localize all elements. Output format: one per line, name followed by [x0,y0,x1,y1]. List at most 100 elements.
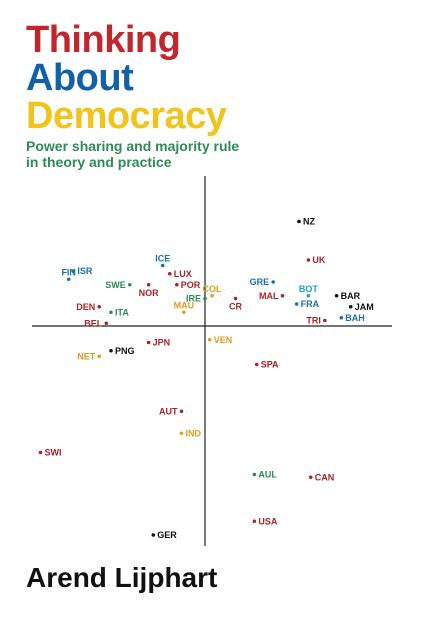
point-marker [38,450,43,455]
point-label: NET [77,351,96,361]
point-label: BEL [84,318,103,328]
point-marker [97,304,102,309]
point-por: POR [175,280,201,290]
point-label: IRE [186,294,201,304]
point-ice: ICE [155,254,170,268]
point-marker [128,282,132,287]
point-ger: GER [151,530,177,540]
point-marker [179,409,184,414]
point-mal: MAL [259,291,285,301]
point-nor: NOR [139,282,160,298]
point-marker [179,431,184,436]
point-swi: SWI [38,448,62,458]
point-label: GER [157,530,177,540]
point-gre: GRE [250,277,275,287]
point-marker [233,296,238,301]
point-label: AUT [159,406,178,416]
point-jam: JAM [348,302,374,312]
point-bel: BEL [84,318,109,328]
point-label: GRE [250,277,270,287]
point-label: FIN [61,267,76,277]
point-marker [252,519,257,524]
point-marker [203,296,207,301]
title-line-democracy: Democracy [26,95,227,137]
title-line-about: About [26,57,134,99]
point-net: NET [77,351,102,361]
point-label: FRA [301,299,320,309]
point-marker [151,533,156,537]
point-label: DEN [76,302,95,312]
point-label: ISR [77,266,93,276]
point-label: IND [186,428,202,438]
point-marker [280,293,285,298]
point-marker [210,293,214,298]
point-marker [146,282,151,287]
point-marker [97,354,102,359]
point-usa: USA [252,516,278,526]
subtitle-line-1: Power sharing and majority rule [26,138,240,154]
point-marker [323,318,327,323]
point-label: TRI [306,316,321,326]
point-marker [175,282,179,287]
point-ind: IND [179,428,202,438]
point-marker [254,362,259,367]
point-label: USA [258,516,278,526]
point-bah: BAH [339,313,365,323]
point-label: COL [203,284,223,294]
point-fra: FRA [294,299,320,309]
point-tri: TRI [306,316,327,326]
point-marker [182,310,186,315]
point-cr: CR [229,296,243,312]
point-marker [294,302,299,306]
point-label: NOR [139,288,160,298]
point-ita: ITA [109,307,129,317]
point-label: JPN [153,338,171,348]
point-label: LUX [174,269,192,279]
point-label: POR [181,280,201,290]
subtitle: Power sharing and majority rule in theor… [26,138,239,170]
point-marker [146,340,151,345]
point-marker [109,348,113,353]
point-label: SPA [261,360,279,370]
point-marker [109,310,113,315]
title-line-thinking: Thinking [26,19,181,61]
point-can: CAN [308,472,334,482]
point-marker [306,293,311,298]
point-label: UK [312,255,325,265]
point-label: AUL [258,470,277,480]
point-marker [339,315,344,320]
point-label: VEN [214,335,233,345]
point-ven: VEN [207,335,233,345]
point-label: SWE [105,280,126,290]
point-label: SWI [45,448,62,458]
point-den: DEN [76,302,102,312]
point-label: BOT [299,284,319,294]
point-marker [306,258,311,262]
point-marker [104,321,109,326]
author-name: Arend Lijphart [26,562,218,593]
point-marker [252,472,257,477]
point-swe: SWE [105,280,132,290]
point-fin: FIN [61,267,76,282]
point-isr: ISR [71,266,93,276]
point-ire: IRE [186,294,207,304]
point-bot: BOT [299,284,319,298]
point-marker [308,475,313,480]
point-mau: MAU [174,300,194,315]
point-lux: LUX [167,269,192,279]
point-aul: AUL [252,470,277,480]
point-marker [71,269,76,273]
point-jpn: JPN [146,338,171,348]
point-spa: SPA [254,360,279,370]
subtitle-line-2: in theory and practice [26,154,172,170]
point-nz: NZ [297,217,315,227]
point-marker [207,337,212,342]
point-label: CR [229,302,242,312]
point-marker [66,277,71,282]
point-label: JAM [355,302,374,312]
point-marker [334,293,339,298]
point-uk: UK [306,255,326,265]
point-marker [160,263,165,268]
